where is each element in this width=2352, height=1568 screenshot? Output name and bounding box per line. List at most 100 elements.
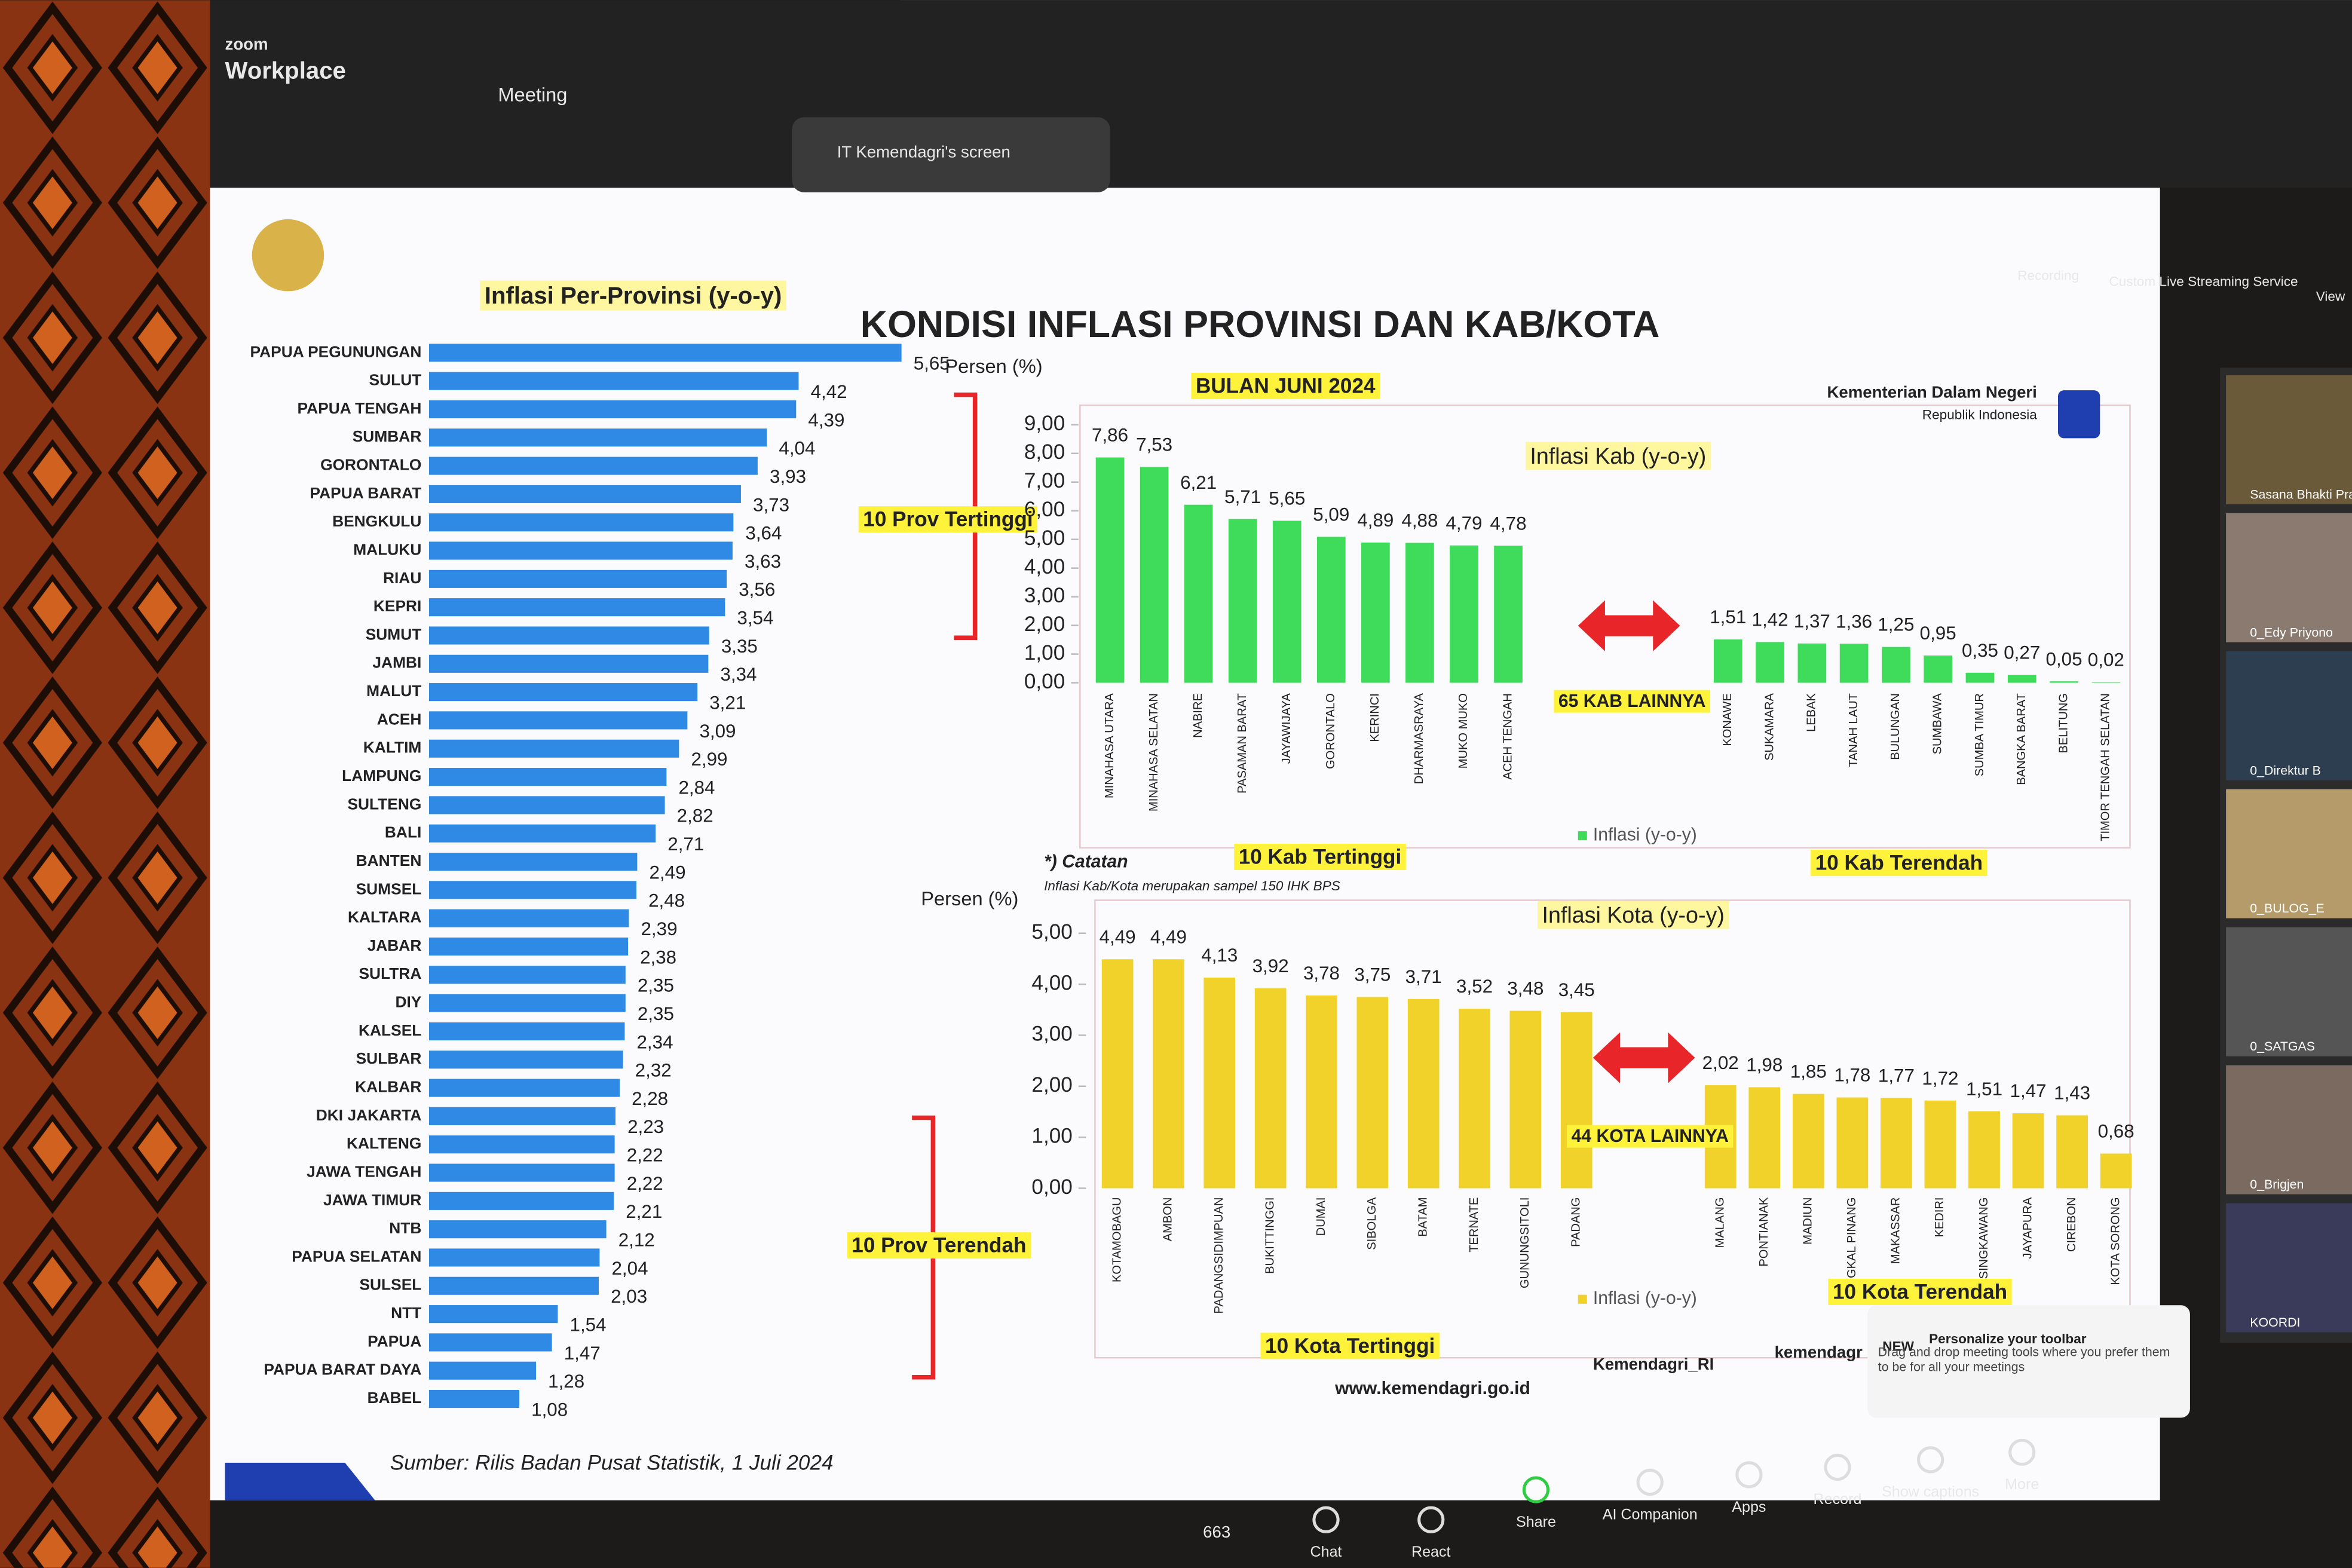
kota-y-label: Persen (%)	[921, 887, 1018, 909]
highlight	[1537, 901, 1729, 929]
meeting-menu[interactable]: Meeting	[498, 84, 567, 106]
toolbar-button[interactable]: Apps	[1732, 1499, 1766, 1515]
province-label: ACEH	[377, 710, 422, 728]
value-label: 1,42	[1752, 610, 1788, 630]
bar	[428, 344, 902, 362]
toolbar-button[interactable]: Share	[1516, 1514, 1556, 1530]
bar	[428, 739, 679, 758]
bar	[428, 909, 629, 927]
value-label: 4,89	[1357, 510, 1394, 531]
participants-count[interactable]: 663	[1203, 1523, 1230, 1541]
bar	[1792, 1094, 1824, 1189]
value-label: 4,42	[811, 381, 847, 402]
value-label: 1,28	[548, 1371, 584, 1392]
value-label: 0,68	[2098, 1121, 2134, 1142]
province-label: BANTEN	[356, 852, 422, 869]
bar	[428, 768, 667, 786]
tip-body: Drag and drop meeting tools where you pr…	[1878, 1344, 2170, 1374]
bar	[1450, 545, 1478, 683]
bar	[428, 796, 665, 814]
value-label: 3,35	[721, 636, 758, 657]
bar	[428, 654, 709, 673]
value-label: 1,51	[1966, 1079, 2002, 1100]
bar	[1882, 647, 1910, 683]
legend-swatch	[1578, 831, 1587, 841]
bar	[1924, 1100, 1956, 1189]
bar	[428, 711, 688, 730]
province-label: SULTENG	[347, 795, 421, 813]
org-sub: Republik Indonesia	[1922, 408, 2037, 422]
streaming[interactable]: Custom Live Streaming Service	[2109, 274, 2298, 289]
toolbar-button[interactable]: AI Companion	[1603, 1506, 1698, 1523]
toolbar-icon	[1312, 1506, 1340, 1533]
category-label: BANGKA BARAT	[2015, 693, 2028, 785]
bar	[1560, 1012, 1592, 1189]
toolbar-button[interactable]: Record	[1814, 1491, 1862, 1508]
toolbar-button[interactable]: React	[1411, 1544, 1451, 1560]
highlight	[1567, 1125, 1734, 1148]
province-label: JAMBI	[372, 654, 421, 672]
kab-title: Inflasi Kab (y-o-y)	[1530, 443, 1706, 468]
province-label: PAPUA BARAT	[310, 484, 422, 502]
bar	[428, 881, 636, 899]
bar	[428, 457, 758, 475]
prov-title: Inflasi Per-Provinsi (y-o-y)	[485, 282, 782, 309]
value-label: 1,36	[1836, 611, 1872, 632]
category-label: TIMOR TENGAH SELATAN	[2099, 693, 2112, 841]
share-pill[interactable]	[792, 117, 1110, 192]
category-label: GUNUNGSITOLI	[1518, 1198, 1532, 1288]
value-label: 3,45	[1558, 979, 1595, 1000]
value-label: 1,72	[1922, 1068, 1958, 1089]
bar	[1756, 642, 1784, 683]
category-label: MINAHASA UTARA	[1103, 693, 1116, 799]
category-label: GORONTALO	[1324, 693, 1337, 769]
highlight	[1554, 690, 1710, 713]
annotation: 65 KAB LAINNYA	[1558, 691, 1706, 711]
participant-name: 0_Brigjen	[2250, 1177, 2304, 1192]
y-tick-label: 5,00	[1031, 920, 1072, 944]
value-label: 2,35	[638, 975, 674, 996]
y-tick-label: 4,00	[1024, 555, 1065, 578]
value-label: 3,21	[709, 692, 746, 713]
toolbar-button[interactable]: More	[2005, 1476, 2039, 1493]
value-label: 3,78	[1303, 963, 1340, 984]
value-label: 2,48	[648, 890, 685, 911]
annotation: 10 Prov Tertinggi	[863, 508, 1033, 531]
value-label: 2,04	[611, 1258, 648, 1279]
province-label: KALSEL	[359, 1021, 421, 1039]
zoom-brand: zoom	[225, 35, 268, 53]
slide-title: KONDISI INFLASI PROVINSI DAN KAB/KOTA	[860, 304, 1660, 345]
toolbar-button[interactable]: Chat	[1310, 1544, 1342, 1560]
value-label: 1,54	[570, 1314, 607, 1335]
participant-name: 0_BULOG_E	[2250, 901, 2324, 915]
y-tick-label: 3,00	[1031, 1022, 1072, 1046]
bar	[428, 852, 638, 871]
bar	[1839, 644, 1869, 683]
value-label: 2,35	[638, 1003, 674, 1024]
zoom-product: Workplace	[225, 57, 346, 84]
bar	[1881, 1098, 1912, 1189]
bar	[1459, 1009, 1490, 1189]
bar	[1101, 959, 1134, 1189]
tip-title: Personalize your toolbar	[1929, 1331, 2087, 1346]
value-label: 6,21	[1180, 472, 1217, 493]
province-label: NTB	[389, 1219, 421, 1237]
bar	[428, 485, 741, 503]
province-label: PAPUA SELATAN	[292, 1247, 421, 1265]
highlight	[1191, 372, 1380, 399]
category-label: CIREBON	[2065, 1198, 2078, 1252]
recording[interactable]: Recording	[2017, 268, 2079, 283]
bar	[428, 1389, 520, 1408]
province-label: JAWA TIMUR	[323, 1191, 421, 1209]
view-menu[interactable]: View	[2316, 289, 2345, 304]
category-label: KERINCI	[1368, 693, 1382, 742]
toolbar-button[interactable]: Show captions	[1882, 1484, 1979, 1500]
participant-name: KOORDI	[2250, 1315, 2300, 1330]
bar	[428, 1079, 620, 1097]
category-label: SINGKAWANG	[1977, 1198, 1990, 1279]
legend-label: Inflasi (y-o-y)	[1593, 825, 1697, 845]
value-label: 1,47	[564, 1343, 601, 1364]
category-label: TANAH LAUT	[1847, 693, 1860, 767]
province-label: PAPUA BARAT DAYA	[264, 1361, 421, 1379]
